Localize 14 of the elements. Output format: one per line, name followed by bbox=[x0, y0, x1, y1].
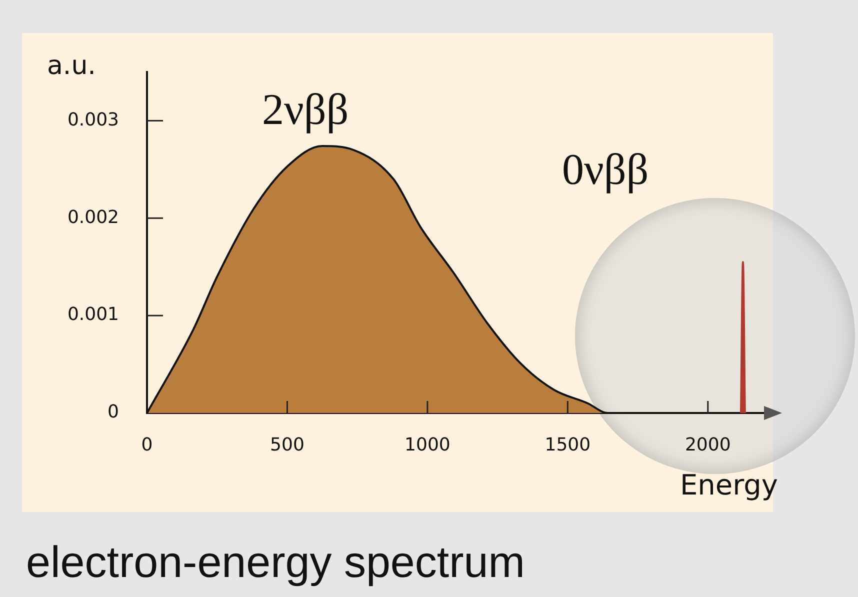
y-tick-label: 0 bbox=[108, 402, 119, 423]
x-tick-label: 1000 bbox=[404, 434, 450, 456]
y-axis-title: a.u. bbox=[47, 50, 96, 81]
x-axis-title: Energy bbox=[680, 468, 778, 502]
x-tick-label: 0 bbox=[141, 434, 153, 456]
x-tick-label: 500 bbox=[270, 434, 304, 456]
annotation: 2νββ bbox=[262, 85, 349, 134]
text: electron-energy spectrum bbox=[26, 538, 525, 588]
x-tick-label: 1500 bbox=[544, 434, 591, 456]
x-tick-label: 2000 bbox=[684, 434, 731, 456]
annotation: 0νββ bbox=[562, 145, 649, 194]
y-tick-label: 0.003 bbox=[67, 109, 119, 130]
y-tick-label: 0.002 bbox=[67, 206, 119, 228]
y-tick-label: 0.001 bbox=[67, 304, 119, 326]
